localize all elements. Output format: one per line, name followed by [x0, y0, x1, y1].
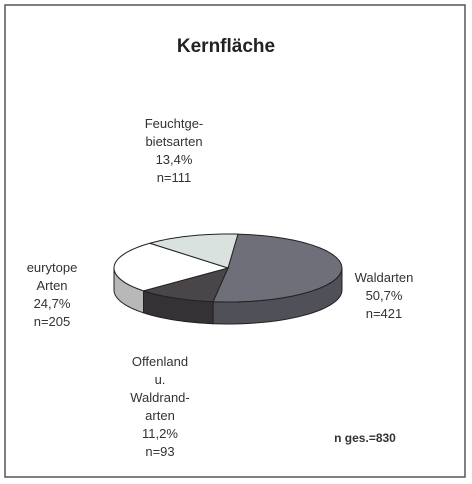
- category-label: Feuchtge-bietsarten: [145, 116, 204, 149]
- category-label: Offenland u. Waldrand-arten: [130, 354, 189, 423]
- count-label: n=111: [157, 170, 192, 185]
- chart-title: Kernfläche: [177, 36, 275, 57]
- count-label: n=205: [34, 314, 71, 329]
- value-label: 24,7%: [34, 296, 71, 311]
- total-label: n ges.=830: [334, 431, 396, 445]
- count-label: n=421: [366, 306, 403, 321]
- value-label: 50,7%: [366, 288, 403, 303]
- slice: [141, 267, 229, 303]
- value-label: 13,4%: [156, 152, 193, 167]
- category-label: Waldarten: [355, 270, 414, 285]
- category-label: eurytope Arten: [27, 260, 78, 293]
- slice: [212, 233, 343, 303]
- slice: [113, 242, 230, 292]
- value-label: 11,2%: [142, 426, 178, 441]
- slice: [148, 233, 239, 269]
- count-label: n=93: [145, 444, 174, 459]
